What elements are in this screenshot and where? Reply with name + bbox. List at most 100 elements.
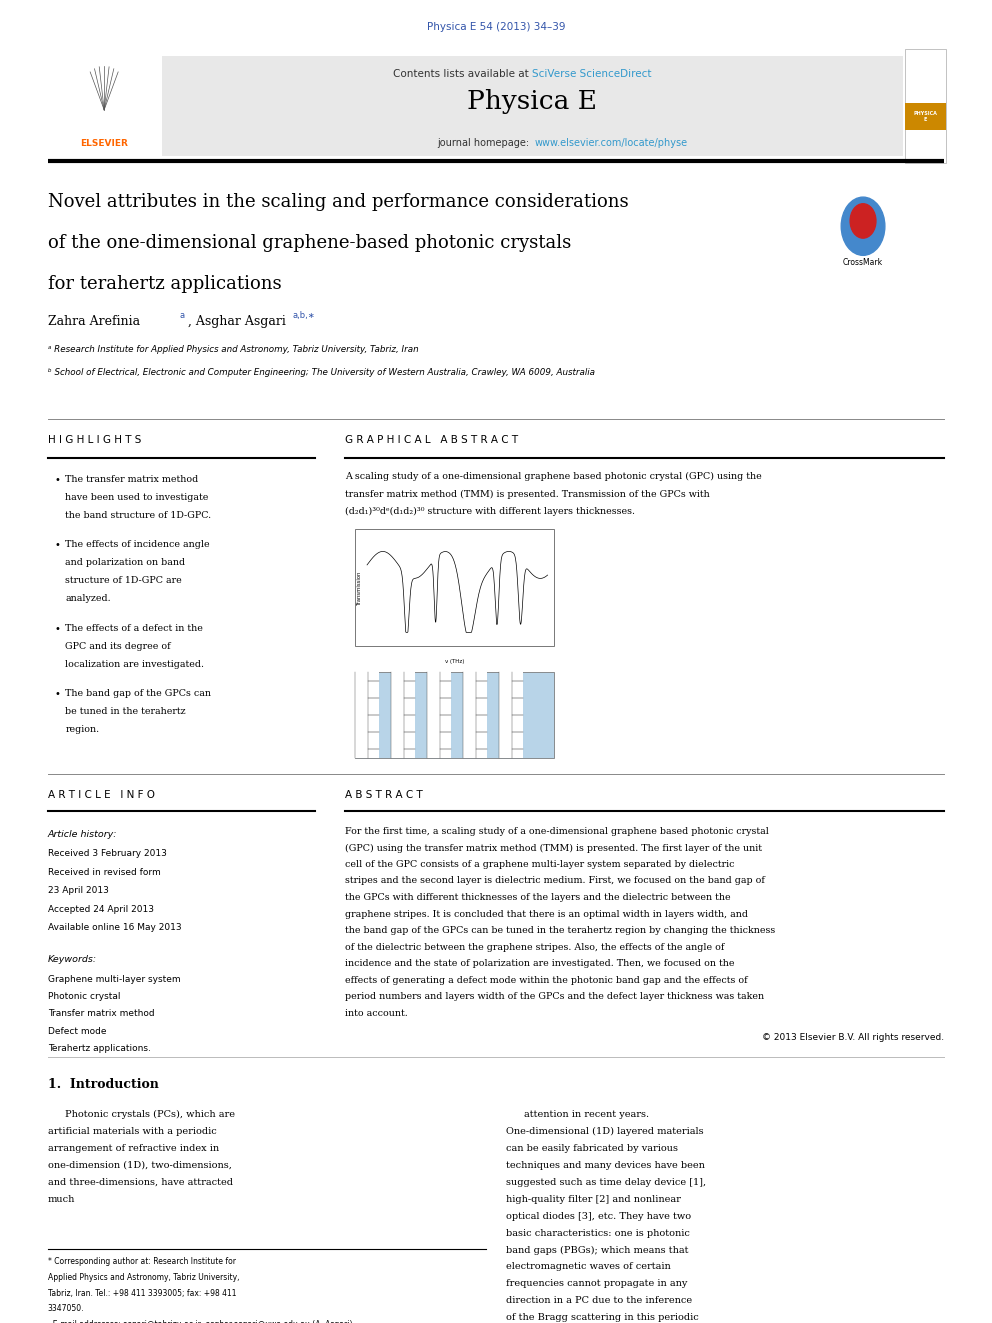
Bar <box>905 49 946 163</box>
Bar <box>355 672 554 758</box>
Text: analyzed.: analyzed. <box>65 594 111 603</box>
Text: SciVerse ScienceDirect: SciVerse ScienceDirect <box>532 69 652 79</box>
Text: The effects of incidence angle: The effects of incidence angle <box>65 540 210 549</box>
Circle shape <box>841 197 885 255</box>
Text: ELSEVIER: ELSEVIER <box>80 139 128 148</box>
Text: 1.  Introduction: 1. Introduction <box>48 1078 159 1091</box>
Text: of the one-dimensional graphene-based photonic crystals: of the one-dimensional graphene-based ph… <box>48 234 570 253</box>
Text: have been used to investigate: have been used to investigate <box>65 492 209 501</box>
Text: into account.: into account. <box>345 1009 408 1017</box>
Text: * Corresponding author at: Research Institute for: * Corresponding author at: Research Inst… <box>48 1257 236 1266</box>
Text: G R A P H I C A L   A B S T R A C T: G R A P H I C A L A B S T R A C T <box>345 435 519 446</box>
Text: basic characteristics: one is photonic: basic characteristics: one is photonic <box>506 1229 689 1237</box>
Text: electromagnetic waves of certain: electromagnetic waves of certain <box>506 1262 671 1271</box>
Text: arrangement of refractive index in: arrangement of refractive index in <box>48 1144 219 1152</box>
Text: journal homepage:: journal homepage: <box>436 138 532 148</box>
Text: and three-dimensions, have attracted: and three-dimensions, have attracted <box>48 1177 232 1187</box>
Text: optical diodes [3], etc. They have two: optical diodes [3], etc. They have two <box>506 1212 691 1221</box>
Text: 23 April 2013: 23 April 2013 <box>48 886 108 896</box>
Bar <box>391 672 404 758</box>
Text: incidence and the state of polarization are investigated. Then, we focused on th: incidence and the state of polarization … <box>345 959 735 968</box>
Text: stripes and the second layer is dielectric medium. First, we focused on the band: stripes and the second layer is dielectr… <box>345 877 765 885</box>
Text: period numbers and layers width of the GPCs and the defect layer thickness was t: period numbers and layers width of the G… <box>345 992 765 1002</box>
Text: Photonic crystal: Photonic crystal <box>48 992 120 1002</box>
Text: Tabriz, Iran. Tel.: +98 411 3393005; fax: +98 411: Tabriz, Iran. Tel.: +98 411 3393005; fax… <box>48 1289 236 1298</box>
Text: , Asghar Asgari: , Asghar Asgari <box>188 315 287 328</box>
Text: •: • <box>55 475 61 486</box>
Text: For the first time, a scaling study of a one-dimensional graphene based photonic: For the first time, a scaling study of a… <box>345 827 769 836</box>
Text: Available online 16 May 2013: Available online 16 May 2013 <box>48 923 182 933</box>
Circle shape <box>850 204 876 238</box>
Text: the band structure of 1D-GPC.: the band structure of 1D-GPC. <box>65 511 211 520</box>
Bar <box>905 103 946 130</box>
Text: frequencies cannot propagate in any: frequencies cannot propagate in any <box>506 1279 687 1289</box>
Text: Received in revised form: Received in revised form <box>48 868 161 877</box>
Text: Article history:: Article history: <box>48 830 117 839</box>
Text: artificial materials with a periodic: artificial materials with a periodic <box>48 1127 216 1136</box>
Bar <box>48 56 162 156</box>
Text: Terahertz applications.: Terahertz applications. <box>48 1044 151 1053</box>
Text: (GPC) using the transfer matrix method (TMM) is presented. The first layer of th: (GPC) using the transfer matrix method (… <box>345 844 762 852</box>
Text: one-dimension (1D), two-dimensions,: one-dimension (1D), two-dimensions, <box>48 1160 231 1170</box>
Text: Accepted 24 April 2013: Accepted 24 April 2013 <box>48 905 154 914</box>
Text: www.elsevier.com/locate/physe: www.elsevier.com/locate/physe <box>534 138 687 148</box>
Text: Contents lists available at: Contents lists available at <box>393 69 532 79</box>
Text: ᵃ Research Institute for Applied Physics and Astronomy, Tabriz University, Tabri: ᵃ Research Institute for Applied Physics… <box>48 345 419 355</box>
Text: Physica E 54 (2013) 34–39: Physica E 54 (2013) 34–39 <box>427 22 565 33</box>
Text: and polarization on band: and polarization on band <box>65 558 186 568</box>
Text: Applied Physics and Astronomy, Tabriz University,: Applied Physics and Astronomy, Tabriz Un… <box>48 1273 239 1282</box>
Text: band gaps (PBGs); which means that: band gaps (PBGs); which means that <box>506 1245 688 1254</box>
Text: 3347050.: 3347050. <box>48 1304 84 1314</box>
Text: The band gap of the GPCs can: The band gap of the GPCs can <box>65 689 211 699</box>
Bar <box>355 529 554 646</box>
Text: for terahertz applications: for terahertz applications <box>48 275 282 294</box>
Bar <box>428 672 439 758</box>
Text: much: much <box>48 1195 75 1204</box>
Text: Photonic crystals (PCs), which are: Photonic crystals (PCs), which are <box>65 1110 235 1119</box>
Bar <box>404 672 415 758</box>
Text: Graphene multi-layer system: Graphene multi-layer system <box>48 975 181 984</box>
Text: •: • <box>55 624 61 634</box>
Text: GPC and its degree of: GPC and its degree of <box>65 642 171 651</box>
Text: Novel attributes in the scaling and performance considerations: Novel attributes in the scaling and perf… <box>48 193 628 212</box>
Text: Physica E: Physica E <box>467 90 597 114</box>
Text: ᵇ School of Electrical, Electronic and Computer Engineering; The University of W: ᵇ School of Electrical, Electronic and C… <box>48 368 594 377</box>
Text: direction in a PC due to the inference: direction in a PC due to the inference <box>506 1297 692 1306</box>
Bar <box>355 672 368 758</box>
Bar <box>499 672 512 758</box>
Text: of the dielectric between the graphene stripes. Also, the effects of the angle o: of the dielectric between the graphene s… <box>345 943 724 951</box>
Text: a,b,∗: a,b,∗ <box>293 311 315 320</box>
Text: the band gap of the GPCs can be tuned in the terahertz region by changing the th: the band gap of the GPCs can be tuned in… <box>345 926 776 935</box>
Text: region.: region. <box>65 725 99 734</box>
Text: be tuned in the terahertz: be tuned in the terahertz <box>65 706 186 716</box>
Text: Zahra Arefinia: Zahra Arefinia <box>48 315 140 328</box>
Text: localization are investigated.: localization are investigated. <box>65 660 204 668</box>
Text: E-mail addresses: asgari@tabrizu.ac.ir, asghar.asgari@uwa.edu.au (A. Asgari).: E-mail addresses: asgari@tabrizu.ac.ir, … <box>48 1320 354 1323</box>
Text: A scaling study of a one-dimensional graphene based photonic crystal (GPC) using: A scaling study of a one-dimensional gra… <box>345 472 762 482</box>
Text: ν (THz): ν (THz) <box>444 659 464 664</box>
Bar <box>463 672 476 758</box>
Bar <box>512 672 523 758</box>
Text: effects of generating a defect mode within the photonic band gap and the effects: effects of generating a defect mode with… <box>345 976 748 984</box>
Text: graphene stripes. It is concluded that there is an optimal width in layers width: graphene stripes. It is concluded that t… <box>345 910 748 918</box>
Text: •: • <box>55 540 61 550</box>
Text: A R T I C L E   I N F O: A R T I C L E I N F O <box>48 790 155 800</box>
Text: Keywords:: Keywords: <box>48 955 97 964</box>
Text: cell of the GPC consists of a graphene multi-layer system separated by dielectri: cell of the GPC consists of a graphene m… <box>345 860 735 869</box>
Text: (d₂d₁)³⁰dᵉ(d₁d₂)³⁰ structure with different layers thicknesses.: (d₂d₁)³⁰dᵉ(d₁d₂)³⁰ structure with differ… <box>345 507 635 516</box>
Text: •: • <box>55 689 61 700</box>
Text: Transfer matrix method: Transfer matrix method <box>48 1009 154 1019</box>
Text: can be easily fabricated by various: can be easily fabricated by various <box>506 1144 678 1152</box>
Text: the GPCs with different thicknesses of the layers and the dielectric between the: the GPCs with different thicknesses of t… <box>345 893 731 902</box>
Text: techniques and many devices have been: techniques and many devices have been <box>506 1160 704 1170</box>
Text: The effects of a defect in the: The effects of a defect in the <box>65 624 203 632</box>
Text: A B S T R A C T: A B S T R A C T <box>345 790 423 800</box>
Text: PHYSICA
E: PHYSICA E <box>914 111 937 122</box>
Text: Transmission: Transmission <box>356 570 362 605</box>
Text: H I G H L I G H T S: H I G H L I G H T S <box>48 435 141 446</box>
Text: CrossMark: CrossMark <box>843 258 883 267</box>
Text: One-dimensional (1D) layered materials: One-dimensional (1D) layered materials <box>506 1127 703 1136</box>
Text: structure of 1D-GPC are: structure of 1D-GPC are <box>65 577 183 585</box>
Text: Defect mode: Defect mode <box>48 1027 106 1036</box>
Text: suggested such as time delay device [1],: suggested such as time delay device [1], <box>506 1177 706 1187</box>
